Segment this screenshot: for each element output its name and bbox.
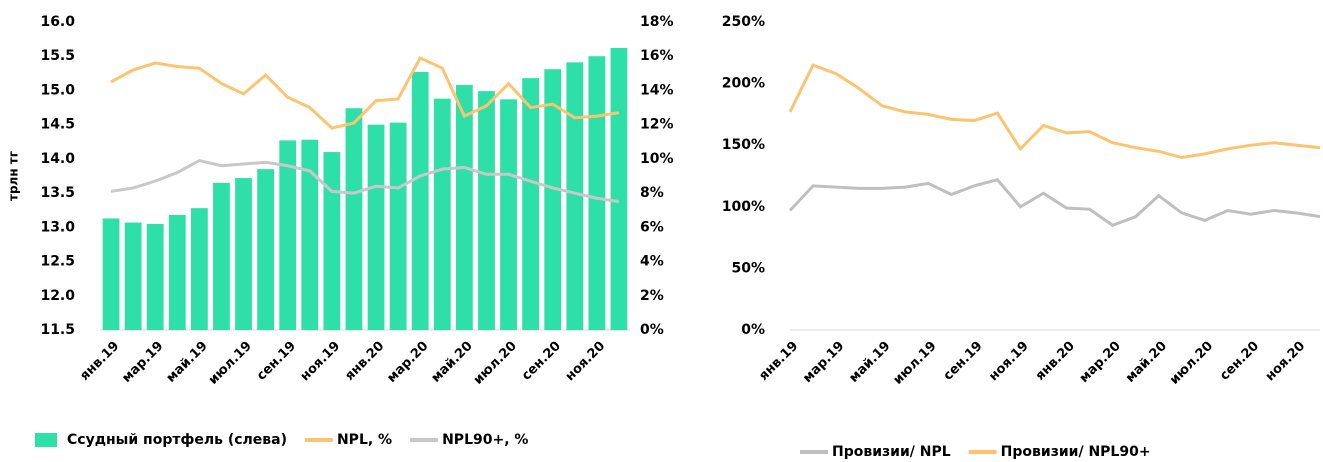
line	[110, 159, 620, 204]
x-tick-label: сен.20	[1217, 339, 1262, 384]
y-tick-label: 150%	[722, 137, 765, 153]
y2-tick-label: 4%	[640, 254, 664, 270]
y-tick-label: 15.0	[40, 82, 75, 98]
x-tick-label: мар.20	[384, 339, 431, 386]
legend-label: Провизии/ NPL	[832, 444, 951, 460]
y2-tick-label: 14%	[640, 82, 674, 98]
x-tick-label: ноя.20	[1263, 339, 1308, 384]
y-tick-label: 16.0	[40, 14, 75, 30]
bar	[323, 152, 341, 330]
y-tick-label: 13.5	[40, 185, 75, 201]
x-tick-label: сен.19	[941, 339, 986, 384]
bar	[235, 178, 252, 330]
line	[788, 178, 1321, 227]
legend-label: NPL90+, %	[442, 432, 528, 448]
x-tick-label: мар.19	[800, 339, 847, 386]
x-tick-label: июл.19	[206, 339, 255, 388]
x-tick-label: мар.19	[119, 339, 166, 386]
y-tick-label: 13.0	[40, 219, 75, 235]
bar	[124, 222, 142, 330]
x-tick-label: июл.19	[891, 339, 940, 388]
x-tick-label: май.20	[429, 339, 476, 386]
legend-label: NPL, %	[337, 432, 392, 448]
x-tick-label: май.19	[846, 339, 893, 386]
bar	[168, 215, 186, 330]
bar	[522, 78, 540, 330]
x-tick-label: июл.20	[1167, 339, 1216, 388]
y-tick-label: 14.0	[40, 151, 75, 167]
y-tick-label: 11.5	[40, 322, 75, 338]
bar	[190, 208, 208, 330]
x-tick-label: янв.19	[77, 339, 122, 384]
y2-tick-label: 18%	[640, 14, 674, 30]
x-tick-label: июл.20	[471, 339, 520, 388]
bar	[544, 69, 562, 330]
x-tick-label: ноя.20	[563, 339, 608, 384]
y2-tick-label: 12%	[640, 117, 674, 133]
y-tick-label: 50%	[731, 260, 765, 276]
x-tick-label: сен.20	[519, 339, 564, 384]
bar	[102, 218, 120, 330]
y2-tick-label: 6%	[640, 219, 664, 235]
y-tick-label: 12.0	[40, 288, 75, 304]
x-tick-label: мар.20	[1077, 339, 1124, 386]
y2-tick-label: 2%	[640, 288, 664, 304]
bar	[433, 98, 451, 330]
x-tick-label: май.19	[164, 339, 211, 386]
y-tick-label: 12.5	[40, 254, 75, 270]
y-tick-label: 0%	[741, 322, 765, 338]
bar	[478, 91, 495, 330]
y-tick-label: 15.5	[40, 48, 75, 64]
x-tick-label: янв.20	[1033, 339, 1078, 384]
y2-tick-label: 8%	[640, 185, 664, 201]
legend-label: Провизии/ NPL90+	[1001, 444, 1151, 460]
bar	[257, 169, 275, 330]
y-tick-label: 100%	[722, 199, 765, 215]
x-tick-label: янв.20	[342, 339, 387, 384]
bar	[500, 99, 517, 330]
bar	[367, 124, 385, 331]
x-tick-label: май.20	[1123, 339, 1170, 386]
bar	[213, 182, 230, 330]
y-axis-label: трлн тг	[7, 151, 21, 201]
x-tick-label: сен.19	[254, 339, 299, 384]
bar	[146, 223, 164, 330]
bar	[279, 140, 297, 330]
bar	[588, 56, 606, 330]
y2-tick-label: 10%	[640, 151, 674, 167]
x-tick-label: ноя.19	[298, 339, 343, 384]
bar	[301, 139, 319, 330]
bar	[411, 71, 429, 330]
y-tick-label: 14.5	[40, 117, 75, 133]
y2-tick-label: 16%	[640, 48, 674, 64]
y-tick-label: 250%	[722, 14, 765, 30]
y-tick-label: 200%	[722, 76, 765, 92]
x-tick-label: ноя.19	[986, 339, 1031, 384]
line	[110, 55, 620, 130]
line	[788, 63, 1321, 160]
bar	[455, 84, 473, 330]
legend-label: Ссудный портфель (слева)	[67, 432, 287, 448]
bar	[389, 122, 407, 330]
bar	[566, 62, 584, 330]
y2-tick-label: 0%	[640, 322, 664, 338]
x-tick-label: янв.19	[756, 339, 801, 384]
bar	[345, 108, 363, 331]
legend-swatch	[35, 433, 57, 447]
bar	[610, 48, 628, 331]
